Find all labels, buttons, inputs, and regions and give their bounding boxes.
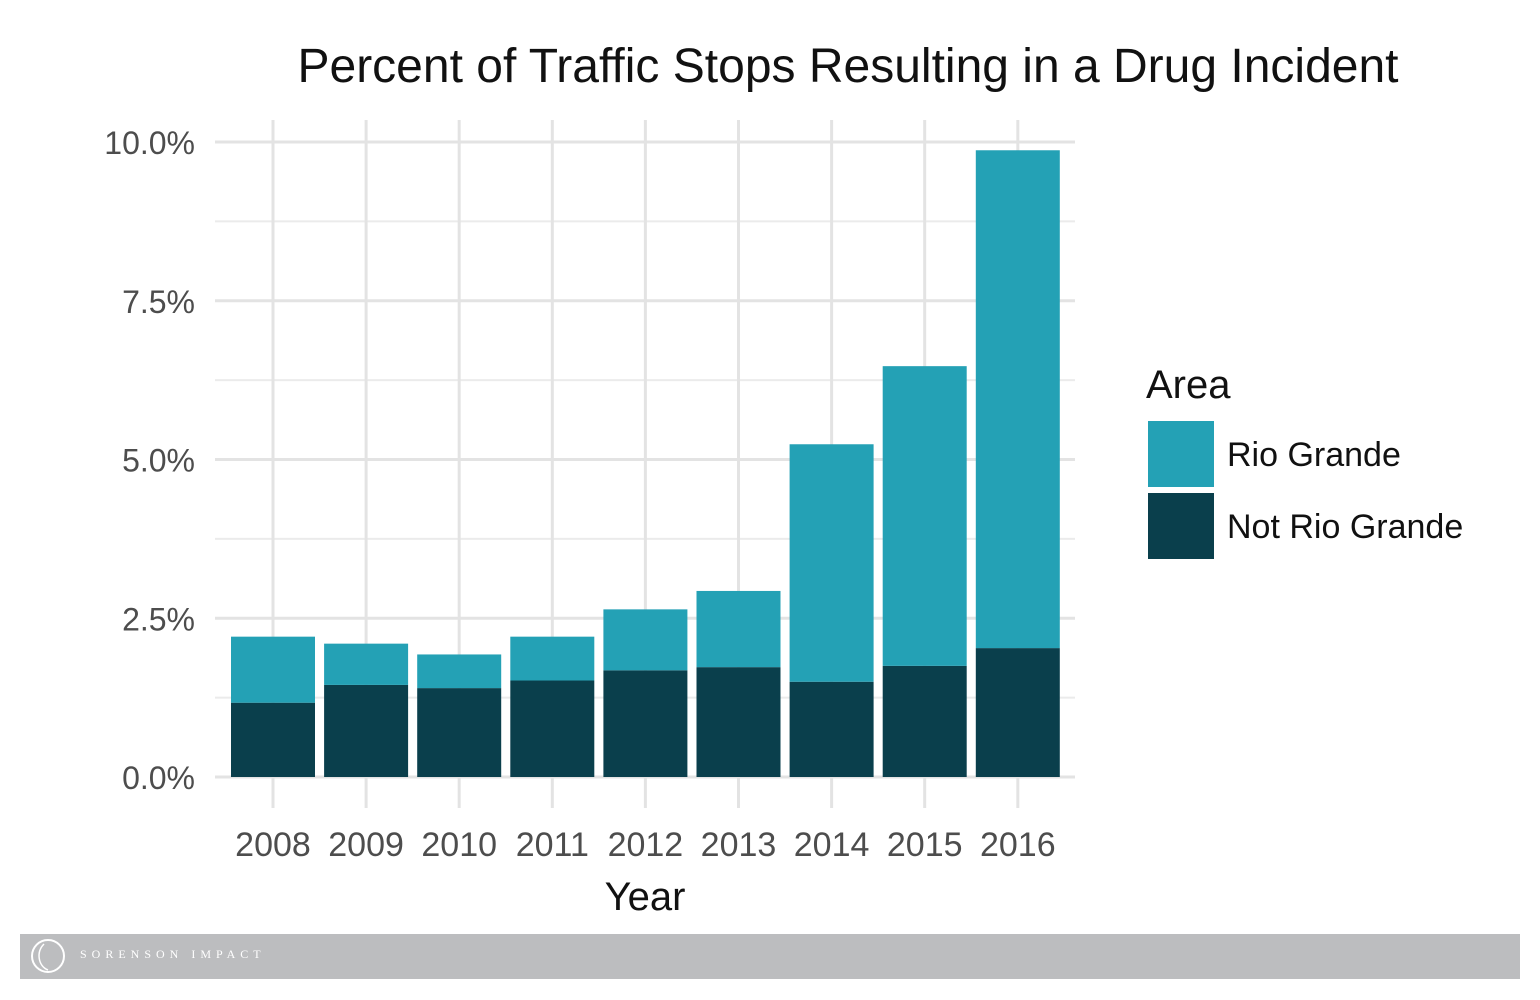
legend-swatch bbox=[1148, 421, 1214, 487]
x-tick-label: 2011 bbox=[516, 826, 589, 864]
bar-not-rio-grande-2015 bbox=[882, 665, 967, 777]
bars bbox=[231, 150, 1060, 777]
footer-brand-text: SORENSON IMPACT bbox=[80, 947, 266, 961]
bar-rio-grande-2011 bbox=[510, 636, 595, 681]
y-tick-label: 0.0% bbox=[122, 760, 195, 796]
x-tick-label: 2016 bbox=[980, 826, 1056, 864]
bar-not-rio-grande-2010 bbox=[417, 688, 502, 777]
x-axis-label: Year bbox=[605, 875, 686, 919]
y-tick-label: 2.5% bbox=[122, 601, 195, 637]
x-axis-ticks: 2008 2009 2010 2011 2012 2013 2014 2015 2016 bbox=[235, 826, 1055, 864]
legend-label: Not Rio Grande bbox=[1227, 508, 1463, 546]
x-tick-label: 2012 bbox=[608, 826, 684, 864]
y-tick-label: 10.0% bbox=[104, 125, 195, 161]
bar-not-rio-grande-2014 bbox=[789, 681, 874, 777]
bar-rio-grande-2010 bbox=[417, 654, 502, 689]
bar-rio-grande-2008 bbox=[231, 636, 315, 703]
bar-rio-grande-2015 bbox=[882, 366, 967, 666]
bar-not-rio-grande-2016 bbox=[975, 648, 1060, 777]
bar-not-rio-grande-2008 bbox=[231, 702, 315, 777]
x-tick-label: 2013 bbox=[701, 826, 777, 864]
bar-rio-grande-2016 bbox=[975, 150, 1060, 649]
sorenson-circle-logo-icon bbox=[31, 939, 65, 973]
footer-bar: SORENSON IMPACT bbox=[20, 934, 1520, 979]
legend: Area Rio Grande Not Rio Grande bbox=[1146, 363, 1463, 559]
x-tick-label: 2014 bbox=[794, 826, 870, 864]
x-tick-label: 2008 bbox=[235, 826, 311, 864]
legend-title: Area bbox=[1146, 363, 1231, 407]
chart-title: Percent of Traffic Stops Resulting in a … bbox=[297, 40, 1398, 93]
legend-label: Rio Grande bbox=[1227, 436, 1401, 474]
bar-not-rio-grande-2009 bbox=[324, 684, 409, 777]
y-tick-label: 5.0% bbox=[122, 443, 195, 479]
legend-swatch bbox=[1148, 493, 1214, 559]
bar-rio-grande-2014 bbox=[789, 444, 874, 682]
bar-rio-grande-2013 bbox=[696, 590, 781, 668]
bar-not-rio-grande-2013 bbox=[696, 667, 781, 777]
y-axis-ticks: 0.0% 2.5% 5.0% 7.5% 10.0% bbox=[104, 125, 195, 796]
bar-rio-grande-2009 bbox=[324, 643, 409, 685]
chart: Percent of Traffic Stops Resulting in a … bbox=[104, 40, 1463, 919]
bar-not-rio-grande-2012 bbox=[603, 670, 688, 777]
x-tick-label: 2010 bbox=[421, 826, 497, 864]
bar-not-rio-grande-2011 bbox=[510, 680, 595, 777]
bar-rio-grande-2012 bbox=[603, 609, 688, 671]
x-tick-label: 2009 bbox=[328, 826, 404, 864]
x-tick-label: 2015 bbox=[887, 826, 963, 864]
y-tick-label: 7.5% bbox=[122, 284, 195, 320]
